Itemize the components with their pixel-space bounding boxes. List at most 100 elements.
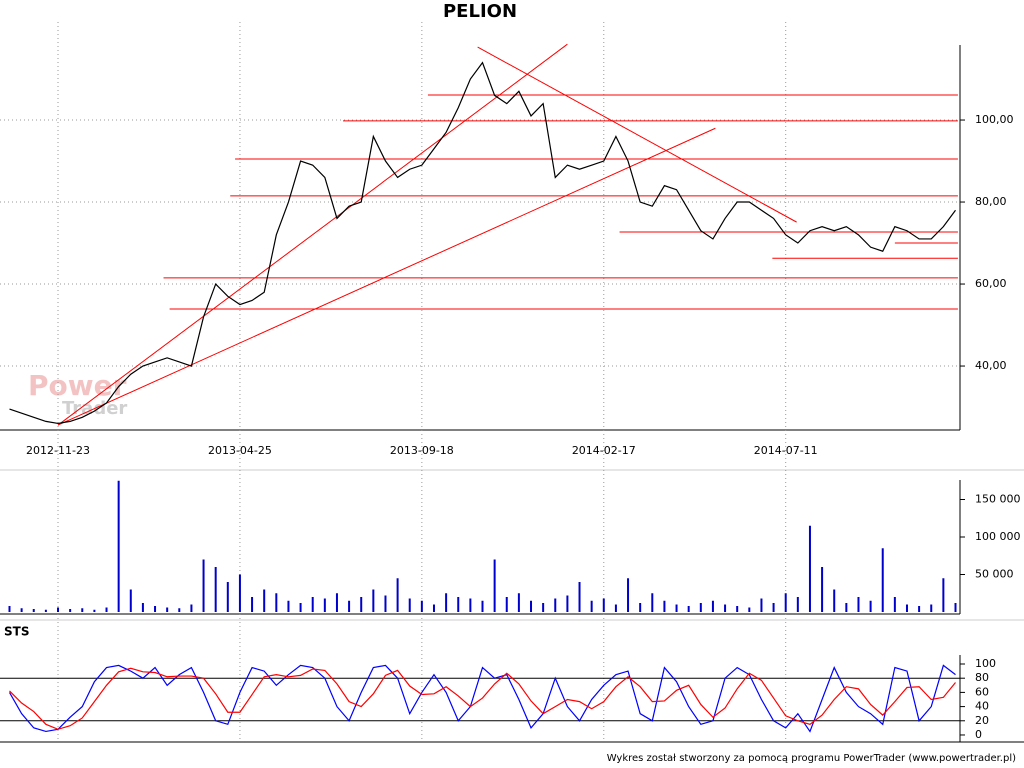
volume-bar bbox=[81, 608, 84, 612]
volume-bar bbox=[639, 603, 642, 612]
y-tick-label: 80 bbox=[975, 671, 989, 684]
volume-bar bbox=[760, 598, 763, 612]
volume-bar bbox=[687, 606, 690, 612]
sts-line bbox=[8, 664, 956, 733]
volume-bar bbox=[699, 603, 702, 612]
price-line bbox=[9, 61, 956, 425]
trend-line bbox=[477, 46, 797, 223]
volume-bar bbox=[384, 595, 387, 612]
volume-bar bbox=[930, 604, 933, 612]
volume-bar bbox=[530, 600, 533, 612]
volume-bar bbox=[323, 598, 326, 612]
volume-bar bbox=[93, 609, 96, 612]
volume-bar bbox=[178, 608, 181, 612]
volume-bar bbox=[869, 600, 872, 612]
volume-bar bbox=[445, 593, 448, 612]
volume-bar bbox=[602, 598, 605, 612]
y-tick-label: 50 000 bbox=[975, 568, 1014, 581]
volume-bar bbox=[202, 559, 205, 612]
volume-bar bbox=[784, 593, 787, 612]
y-tick-label: 40 bbox=[975, 700, 989, 713]
x-tick-label: 2012-11-23 bbox=[26, 444, 90, 457]
volume-bar bbox=[590, 600, 593, 612]
volume-bar bbox=[651, 593, 654, 612]
volume-bar bbox=[335, 593, 338, 612]
y-tick-label: 40,00 bbox=[975, 359, 1007, 372]
volume-bar bbox=[954, 603, 957, 612]
volume-bar bbox=[287, 600, 290, 612]
volume-bar bbox=[263, 589, 266, 612]
sts-line bbox=[9, 667, 956, 730]
volume-bar bbox=[32, 609, 35, 612]
volume-bar bbox=[117, 480, 120, 612]
volume-bar bbox=[166, 607, 169, 612]
footer: Wykres został stworzony za pomocą progra… bbox=[607, 753, 1016, 764]
volume-bar bbox=[542, 603, 545, 612]
volume-bar bbox=[918, 606, 921, 612]
volume-bar bbox=[905, 604, 908, 612]
volume-bar bbox=[348, 600, 351, 612]
volume-bar bbox=[69, 609, 72, 612]
volume-bar bbox=[663, 600, 666, 612]
volume-bar bbox=[469, 598, 472, 612]
y-tick-label: 100,00 bbox=[975, 113, 1014, 126]
volume-bar bbox=[154, 606, 157, 612]
volume-bar bbox=[808, 525, 811, 612]
volume-bar bbox=[275, 593, 278, 612]
y-tick-label: 60,00 bbox=[975, 277, 1007, 290]
volume-bar bbox=[845, 603, 848, 612]
y-tick-label: 0 bbox=[975, 728, 982, 741]
volume-bar bbox=[493, 559, 496, 612]
trend-line bbox=[57, 127, 716, 426]
chart-title: PELION bbox=[443, 1, 517, 22]
volume-bar bbox=[772, 603, 775, 612]
volume-bar bbox=[8, 606, 11, 612]
volume-bar bbox=[481, 600, 484, 612]
volume-bar bbox=[517, 593, 520, 612]
y-tick-label: 150 000 bbox=[975, 493, 1021, 506]
volume-bar bbox=[105, 607, 108, 612]
x-tick-label: 2014-07-11 bbox=[754, 444, 818, 457]
volume-bar bbox=[857, 597, 860, 612]
volume-bar bbox=[627, 578, 630, 612]
y-tick-label: 100 bbox=[975, 657, 996, 670]
volume-bar bbox=[554, 598, 557, 612]
volume-bar bbox=[614, 604, 617, 612]
volume-bar bbox=[251, 597, 254, 612]
volume-bar bbox=[214, 567, 217, 612]
y-tick-label: 100 000 bbox=[975, 530, 1021, 543]
volume-bar bbox=[821, 567, 824, 612]
volume-bar bbox=[578, 582, 581, 612]
y-tick-label: 80,00 bbox=[975, 195, 1007, 208]
volume-bar bbox=[360, 597, 363, 612]
volume-bar bbox=[238, 574, 241, 612]
volume-bar bbox=[226, 582, 229, 612]
x-tick-label: 2014-02-17 bbox=[572, 444, 636, 457]
volume-bar bbox=[457, 597, 460, 612]
x-tick-label: 2013-04-25 bbox=[208, 444, 272, 457]
volume-bar bbox=[736, 606, 739, 612]
volume-bar bbox=[420, 600, 423, 612]
volume-bar bbox=[724, 604, 727, 612]
volume-bar bbox=[57, 607, 60, 612]
volume-bar bbox=[881, 548, 884, 612]
volume-bar bbox=[796, 597, 799, 612]
volume-bar bbox=[942, 578, 945, 612]
volume-bar bbox=[311, 597, 314, 612]
volume-bar bbox=[833, 589, 836, 612]
volume-bar bbox=[893, 597, 896, 612]
panel-title: STS bbox=[4, 625, 29, 639]
volume-bar bbox=[408, 598, 411, 612]
volume-bar bbox=[20, 608, 23, 612]
y-tick-label: 60 bbox=[975, 685, 989, 698]
volume-bar bbox=[396, 578, 399, 612]
volume-bar bbox=[372, 589, 375, 612]
volume-bar bbox=[129, 589, 132, 612]
volume-bar bbox=[675, 604, 678, 612]
volume-bar bbox=[748, 607, 751, 612]
volume-bar bbox=[505, 597, 508, 612]
x-tick-label: 2013-09-18 bbox=[390, 444, 454, 457]
volume-bar bbox=[190, 604, 193, 612]
volume-bar bbox=[141, 603, 144, 612]
